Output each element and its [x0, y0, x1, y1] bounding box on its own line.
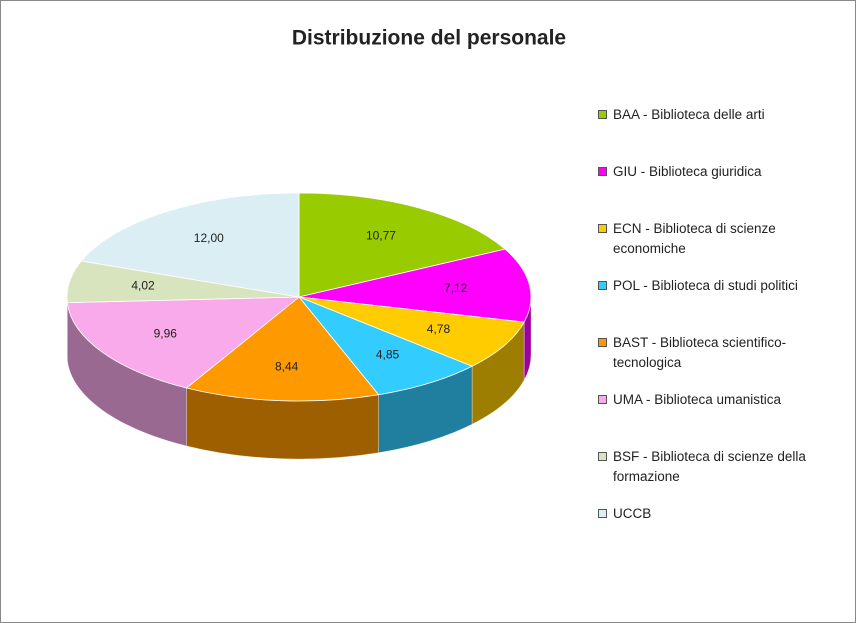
- legend-label: UMA - Biblioteca umanistica: [613, 392, 782, 407]
- data-label: 10,77: [366, 229, 396, 243]
- data-label: 4,78: [427, 322, 451, 336]
- data-label: 12,00: [194, 231, 224, 245]
- legend-swatch: [598, 224, 607, 233]
- legend-item: POL - Biblioteca di studi politici: [598, 276, 848, 296]
- legend-label: GIU - Biblioteca giuridica: [613, 164, 762, 179]
- legend-swatch: [598, 281, 607, 290]
- legend-label: ECN - Biblioteca di scienze economiche: [613, 221, 776, 256]
- slice: [66, 296, 301, 389]
- legend-swatch: [598, 110, 607, 119]
- slice: [298, 192, 506, 298]
- pie-sides: [66, 296, 532, 460]
- legend-item: GIU - Biblioteca giuridica: [598, 162, 848, 182]
- chart-title: Distribuzione del personale: [292, 27, 566, 50]
- legend-swatch: [598, 395, 607, 404]
- pie-tops: [66, 192, 532, 402]
- legend-label: POL - Biblioteca di studi politici: [613, 278, 798, 293]
- legend-swatch: [598, 167, 607, 176]
- data-label: 8,44: [275, 360, 299, 374]
- legend-item: BAST - Biblioteca scientifico-tecnologic…: [598, 333, 848, 373]
- legend-item: ECN - Biblioteca di scienze economiche: [598, 219, 848, 259]
- legend-item: BAA - Biblioteca delle arti: [598, 105, 848, 125]
- data-label: 4,85: [376, 348, 400, 362]
- data-label: 9,96: [154, 327, 178, 341]
- legend-label: BSF - Biblioteca di scienze della formaz…: [613, 449, 806, 484]
- legend-label: BAST - Biblioteca scientifico-tecnologic…: [613, 335, 787, 370]
- legend-item: BSF - Biblioteca di scienze della formaz…: [598, 447, 848, 487]
- legend-item: UMA - Biblioteca umanistica: [598, 390, 848, 410]
- slice: [80, 192, 300, 298]
- legend-swatch: [598, 452, 607, 461]
- data-label: 7,12: [444, 281, 468, 295]
- legend-swatch: [598, 509, 607, 518]
- legend-swatch: [598, 338, 607, 347]
- slice: [297, 296, 474, 396]
- slice: [298, 296, 525, 367]
- slice: [298, 248, 532, 323]
- data-label: 4,02: [131, 279, 155, 293]
- legend-item: UCCB: [598, 504, 848, 524]
- slice: [185, 296, 380, 402]
- legend-label: BAA - Biblioteca delle arti: [613, 107, 765, 122]
- legend-label: UCCB: [613, 506, 652, 521]
